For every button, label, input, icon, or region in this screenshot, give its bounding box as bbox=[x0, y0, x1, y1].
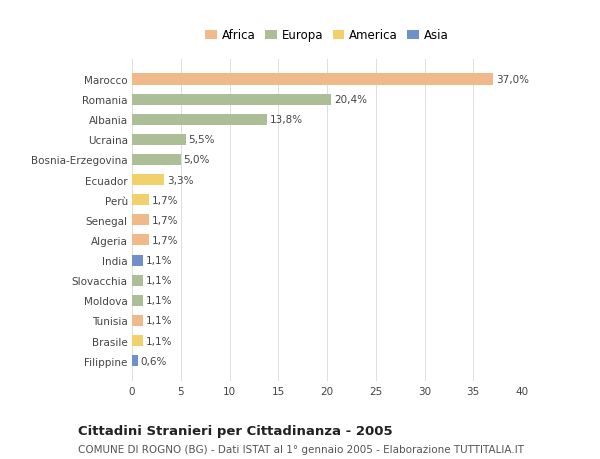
Bar bbox=[132, 335, 143, 346]
Bar bbox=[132, 74, 493, 85]
Bar bbox=[132, 315, 143, 326]
Bar bbox=[132, 155, 181, 166]
Text: 1,1%: 1,1% bbox=[146, 256, 172, 265]
Text: 1,7%: 1,7% bbox=[151, 215, 178, 225]
Bar bbox=[132, 355, 138, 366]
Bar bbox=[132, 275, 143, 286]
Text: COMUNE DI ROGNO (BG) - Dati ISTAT al 1° gennaio 2005 - Elaborazione TUTTITALIA.I: COMUNE DI ROGNO (BG) - Dati ISTAT al 1° … bbox=[78, 444, 524, 454]
Text: Cittadini Stranieri per Cittadinanza - 2005: Cittadini Stranieri per Cittadinanza - 2… bbox=[78, 425, 392, 437]
Legend: Africa, Europa, America, Asia: Africa, Europa, America, Asia bbox=[203, 27, 451, 45]
Bar bbox=[132, 295, 143, 306]
Text: 37,0%: 37,0% bbox=[496, 75, 529, 85]
Text: 20,4%: 20,4% bbox=[334, 95, 367, 105]
Text: 0,6%: 0,6% bbox=[141, 356, 167, 366]
Bar bbox=[132, 174, 164, 186]
Text: 3,3%: 3,3% bbox=[167, 175, 194, 185]
Text: 13,8%: 13,8% bbox=[269, 115, 302, 125]
Bar bbox=[132, 235, 149, 246]
Text: 5,0%: 5,0% bbox=[184, 155, 210, 165]
Text: 1,1%: 1,1% bbox=[146, 316, 172, 326]
Text: 1,7%: 1,7% bbox=[151, 235, 178, 246]
Bar bbox=[132, 195, 149, 206]
Bar bbox=[132, 134, 185, 146]
Text: 1,1%: 1,1% bbox=[146, 336, 172, 346]
Text: 1,7%: 1,7% bbox=[151, 195, 178, 205]
Text: 5,5%: 5,5% bbox=[188, 135, 215, 145]
Bar bbox=[132, 255, 143, 266]
Bar bbox=[132, 114, 266, 125]
Bar bbox=[132, 95, 331, 106]
Text: 1,1%: 1,1% bbox=[146, 296, 172, 306]
Text: 1,1%: 1,1% bbox=[146, 275, 172, 285]
Bar bbox=[132, 215, 149, 226]
